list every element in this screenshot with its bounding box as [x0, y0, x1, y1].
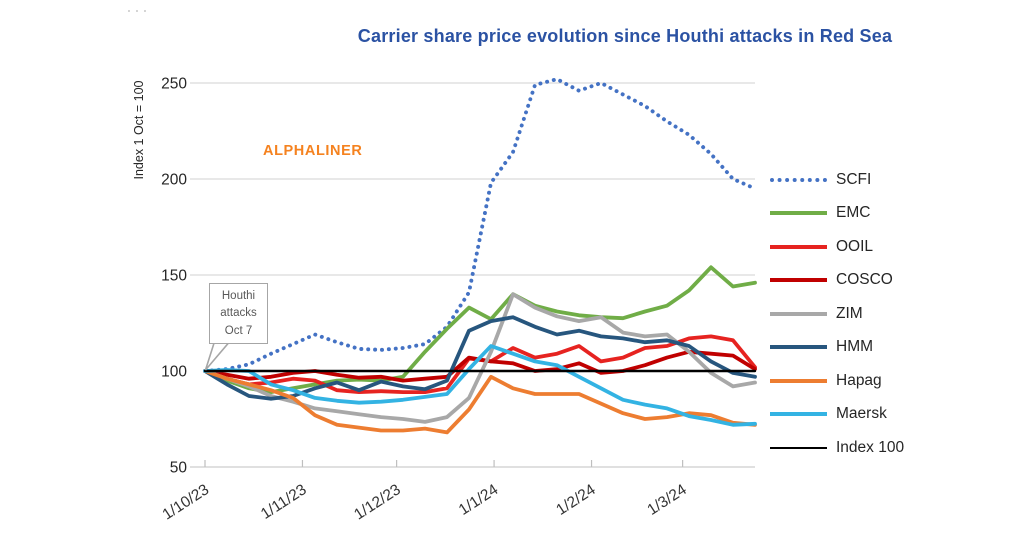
legend-item-index-100: Index 100: [770, 431, 904, 465]
y-tick-label: 250: [161, 76, 187, 93]
series-line-maersk: [203, 344, 757, 427]
annotation-line: Oct 7: [224, 324, 253, 337]
series-line-ooil: [203, 334, 757, 395]
legend-item-ooil: OOIL: [770, 230, 904, 264]
legend-label: Hapag: [836, 371, 882, 389]
legend-label: HMM: [836, 338, 874, 356]
legend-item-hapag: Hapag: [770, 364, 904, 398]
legend-swatch-solid: [770, 278, 827, 283]
legend-swatch-solid: [770, 311, 827, 316]
legend-item-zim: ZIM: [770, 297, 904, 331]
series-line-scfi: [203, 77, 757, 373]
legend-swatch-solid: [770, 345, 827, 350]
legend-swatch-solid: [770, 244, 827, 249]
annotation-line: Houthi: [221, 290, 256, 302]
legend-label: Maersk: [836, 405, 887, 423]
legend-label: SCFI: [836, 170, 872, 188]
chart-legend: SCFI EMC OOIL COSCO ZIM HMM Hapag Maersk Index 1…: [770, 163, 904, 465]
legend-swatch-solid: [770, 211, 827, 216]
y-axis-title: Index 1 Oct = 100: [132, 80, 146, 179]
page-artifact-dots: ···: [126, 0, 150, 20]
y-tick-label: 200: [161, 172, 187, 189]
chart-title: Carrier share price evolution since Hout…: [357, 26, 893, 46]
legend-label: EMC: [836, 204, 871, 222]
legend-swatch-solid: [770, 378, 827, 383]
legend-item-hmm: HMM: [770, 331, 904, 365]
annotation-line: attacks: [220, 307, 257, 320]
y-tick-label: 100: [161, 364, 187, 381]
x-tick-label: 1/11/23: [258, 481, 310, 523]
legend-swatch-solid: [770, 412, 827, 417]
legend-swatch-thin: [770, 446, 827, 449]
y-tick-label: 150: [161, 268, 187, 285]
legend-item-cosco: COSCO: [770, 264, 904, 298]
legend-item-emc: EMC: [770, 197, 904, 231]
x-tick-label: 1/3/24: [644, 481, 690, 519]
legend-item-scfi: SCFI: [770, 163, 904, 197]
legend-label: ZIM: [836, 304, 863, 322]
x-tick-label: 1/2/24: [553, 481, 599, 519]
series-line-emc: [203, 265, 757, 395]
x-tick-label: 1/10/23: [160, 481, 213, 523]
y-tick-label: 50: [170, 460, 188, 477]
annotation-pointer: [204, 339, 233, 371]
x-tick-label: 1/1/24: [456, 481, 502, 519]
legend-label: Index 100: [836, 438, 905, 456]
series-line-hmm: [203, 315, 757, 401]
legend-label: OOIL: [836, 237, 874, 255]
series-line-hapag: [203, 369, 757, 435]
x-tick-label: 1/12/23: [351, 481, 404, 523]
alphaliner-watermark: ALPHALINER: [263, 143, 363, 159]
legend-item-maersk: Maersk: [770, 398, 904, 432]
houthi-attacks-annotation: Houthi attacks Oct 7: [209, 283, 268, 344]
legend-swatch-dotted: [770, 177, 827, 182]
legend-label: COSCO: [836, 271, 893, 289]
